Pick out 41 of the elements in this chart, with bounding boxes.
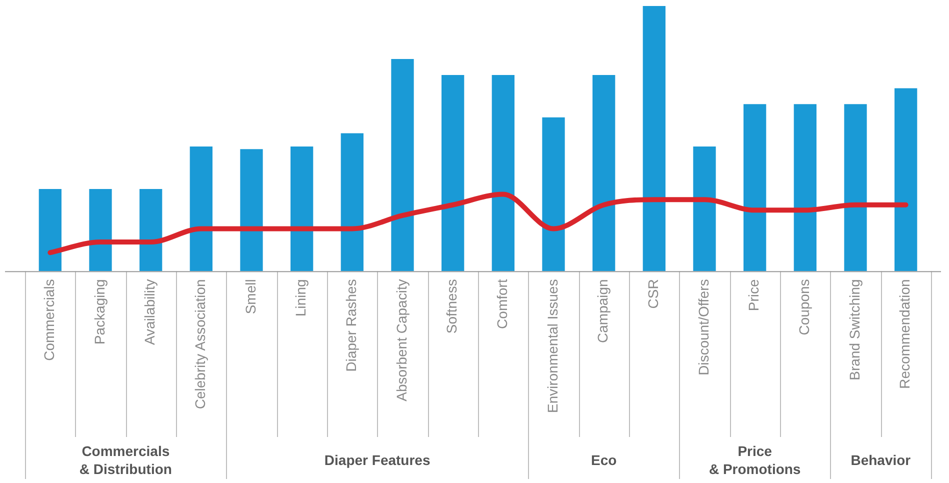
bar xyxy=(442,74,464,272)
x-tick-label: Brand Switching xyxy=(846,279,862,380)
bar xyxy=(744,104,766,272)
bar xyxy=(592,74,616,272)
text: Price & Promotions xyxy=(708,442,801,477)
bar xyxy=(340,133,364,272)
bar xyxy=(38,188,62,272)
bar xyxy=(89,188,112,272)
text: Commercials & Distribution xyxy=(79,442,172,477)
bar xyxy=(693,146,716,272)
bar xyxy=(642,6,666,272)
x-tick-label: Smell xyxy=(242,279,258,314)
x-tick-label: Diaper Rashes xyxy=(343,279,360,372)
x-tick-label: Lining xyxy=(292,279,309,317)
x-tick-label: Absorbent Capacity xyxy=(393,279,410,402)
bar xyxy=(542,117,565,272)
text: Eco xyxy=(590,452,617,468)
x-tick-label: Coupons xyxy=(796,279,812,336)
x-tick-label: Price xyxy=(746,278,762,312)
x-tick-label: Comfort xyxy=(494,279,510,329)
bar xyxy=(894,88,918,272)
x-tick-label: Softness xyxy=(444,279,460,334)
bar xyxy=(794,104,816,272)
x-tick-label: Recommendation xyxy=(896,279,913,389)
bar xyxy=(240,149,263,272)
x-tick-label: Environmental Issues xyxy=(544,279,560,414)
x-tick-label: Campaign xyxy=(594,279,611,343)
x-tick-label: Discount/Offers xyxy=(695,279,712,376)
text: Diaper Features xyxy=(324,452,430,468)
bar xyxy=(492,74,514,272)
x-tick-label: Commercials xyxy=(41,279,58,361)
bar xyxy=(140,188,162,272)
x-tick-label: Availability xyxy=(142,279,158,346)
bar xyxy=(844,104,867,272)
x-tick-label: Packaging xyxy=(91,279,108,345)
bar xyxy=(190,146,212,272)
text: Behavior xyxy=(850,452,912,468)
x-tick-label: CSR xyxy=(645,279,662,309)
bar xyxy=(290,146,314,272)
x-tick-label: Celebrity Association xyxy=(192,279,208,410)
bar xyxy=(391,59,414,272)
